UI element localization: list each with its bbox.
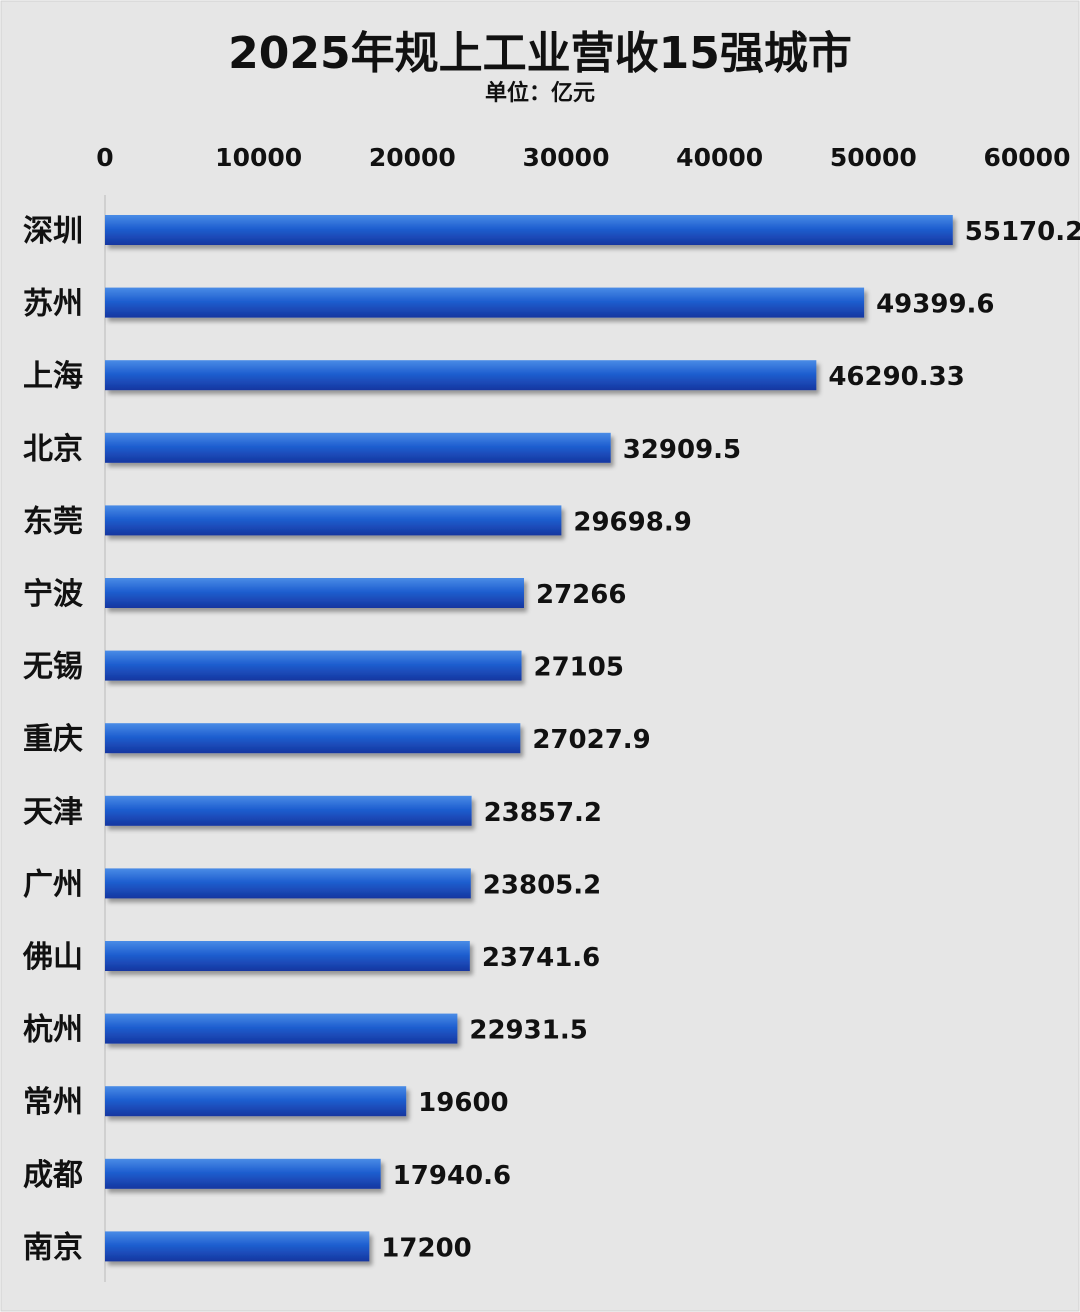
chart-subtitle: 单位：亿元	[485, 80, 595, 106]
x-tick-label: 40000	[676, 143, 763, 172]
value-label: 32909.5	[623, 435, 741, 465]
bar	[105, 505, 562, 536]
value-label: 17200	[381, 1233, 471, 1263]
x-tick-label: 0	[96, 143, 113, 172]
category-label: 成都	[23, 1158, 83, 1193]
value-label: 17940.6	[393, 1161, 511, 1191]
value-label: 27266	[536, 580, 626, 610]
value-labels: 55170.2 49399.6 46290.33 32909.5 29698.9 2726…	[381, 217, 1080, 1263]
category-label: 深圳	[23, 214, 83, 249]
category-label: 佛山	[22, 940, 83, 975]
value-label: 29698.9	[573, 507, 691, 537]
bar	[105, 432, 611, 463]
bar	[105, 1231, 370, 1262]
value-label: 46290.33	[828, 362, 965, 392]
x-tick-label: 20000	[369, 143, 456, 172]
category-label: 杭州	[23, 1013, 83, 1048]
bar	[105, 650, 522, 681]
category-label: 无锡	[23, 650, 83, 685]
bar	[105, 1013, 458, 1044]
x-tick-label: 10000	[215, 143, 302, 172]
category-label: 广州	[23, 867, 83, 902]
value-label: 19600	[418, 1088, 508, 1118]
bar	[105, 360, 817, 391]
category-label: 苏州	[23, 287, 83, 322]
category-label: 南京	[23, 1230, 83, 1265]
x-tick-label: 60000	[984, 143, 1071, 172]
x-tick-label: 50000	[830, 143, 917, 172]
value-label: 23741.6	[482, 943, 600, 973]
bar	[105, 287, 865, 318]
category-label: 天津	[23, 795, 83, 830]
value-label: 55170.2	[965, 217, 1080, 247]
category-label: 常州	[23, 1085, 83, 1120]
category-label: 东莞	[23, 504, 83, 539]
bar	[105, 868, 471, 899]
value-label: 27027.9	[532, 725, 650, 755]
value-label: 23805.2	[483, 870, 601, 900]
bar	[105, 941, 470, 971]
bar	[105, 723, 521, 754]
category-label: 宁波	[23, 577, 84, 612]
category-label: 北京	[23, 432, 83, 467]
bar	[105, 1158, 381, 1189]
value-label: 27105	[534, 653, 624, 683]
bar	[105, 1086, 407, 1117]
category-label: 重庆	[23, 722, 83, 757]
x-axis-ticks: 0 10000 20000 30000 40000 50000 60000	[96, 143, 1070, 172]
chart-title: 2025年规上工业营收15强城市	[228, 28, 852, 79]
value-label: 22931.5	[469, 1016, 587, 1046]
bar	[105, 578, 524, 608]
x-tick-label: 30000	[523, 143, 610, 172]
category-label: 上海	[23, 359, 83, 394]
bar	[105, 795, 472, 826]
value-label: 23857.2	[484, 798, 602, 828]
bars	[105, 215, 953, 1262]
value-label: 49399.6	[876, 290, 994, 320]
bar	[105, 215, 953, 245]
